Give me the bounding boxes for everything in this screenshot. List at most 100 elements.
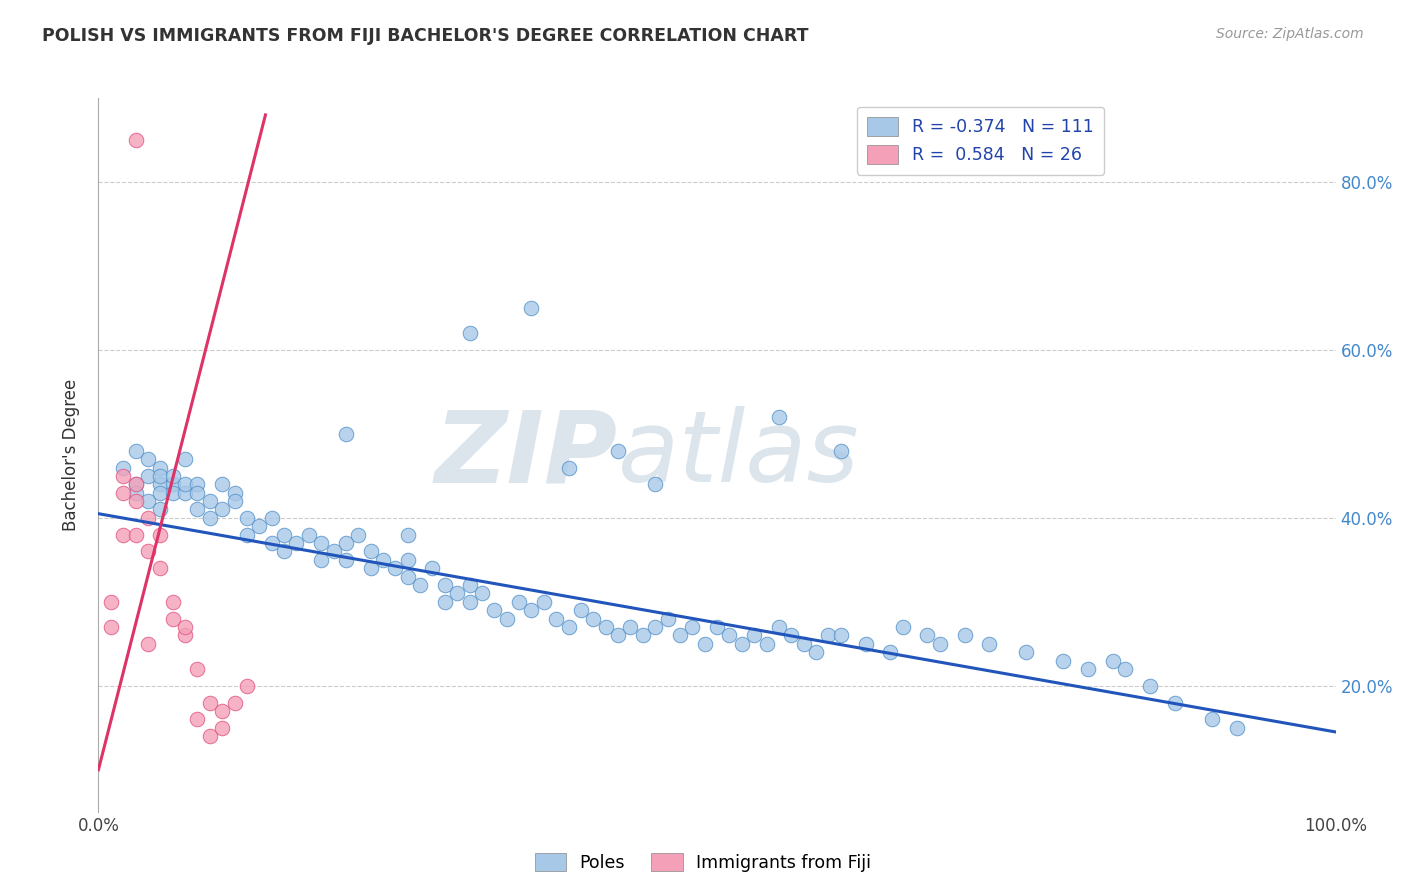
Point	[260, 511, 283, 525]
Point	[891, 158, 914, 172]
Text: atlas: atlas	[619, 407, 859, 503]
Point	[186, 477, 208, 491]
Point	[409, 578, 432, 592]
Point	[458, 578, 481, 592]
Point	[1139, 679, 1161, 693]
Legend: Poles, Immigrants from Fiji: Poles, Immigrants from Fiji	[527, 847, 879, 879]
Point	[149, 485, 172, 500]
Point	[186, 502, 208, 516]
Point	[186, 662, 208, 676]
Point	[136, 494, 159, 508]
Point	[162, 485, 184, 500]
Point	[124, 133, 146, 147]
Point	[433, 595, 456, 609]
Point	[335, 426, 357, 441]
Point	[891, 620, 914, 634]
Point	[285, 536, 308, 550]
Point	[273, 527, 295, 541]
Point	[879, 645, 901, 659]
Point	[917, 628, 939, 642]
Point	[657, 612, 679, 626]
Point	[174, 485, 197, 500]
Point	[780, 628, 803, 642]
Point	[433, 578, 456, 592]
Point	[495, 612, 517, 626]
Legend: R = -0.374   N = 111, R =  0.584   N = 26: R = -0.374 N = 111, R = 0.584 N = 26	[856, 107, 1104, 175]
Point	[631, 628, 654, 642]
Point	[830, 628, 852, 642]
Point	[422, 561, 444, 575]
Point	[347, 527, 370, 541]
Point	[247, 519, 270, 533]
Point	[149, 477, 172, 491]
Point	[557, 620, 579, 634]
Point	[198, 511, 221, 525]
Point	[335, 536, 357, 550]
Point	[186, 712, 208, 726]
Point	[706, 620, 728, 634]
Point	[396, 527, 419, 541]
Point	[928, 637, 950, 651]
Point	[124, 477, 146, 491]
Point	[484, 603, 506, 617]
Point	[607, 628, 630, 642]
Point	[124, 443, 146, 458]
Point	[681, 620, 703, 634]
Point	[830, 443, 852, 458]
Point	[236, 527, 259, 541]
Point	[149, 460, 172, 475]
Point	[124, 494, 146, 508]
Point	[731, 637, 754, 651]
Point	[458, 595, 481, 609]
Point	[718, 628, 741, 642]
Point	[804, 645, 827, 659]
Point	[979, 637, 1001, 651]
Point	[569, 603, 592, 617]
Y-axis label: Bachelor's Degree: Bachelor's Degree	[62, 379, 80, 531]
Point	[112, 469, 135, 483]
Point	[619, 620, 641, 634]
Point	[755, 637, 778, 651]
Point	[124, 527, 146, 541]
Point	[198, 696, 221, 710]
Point	[693, 637, 716, 651]
Point	[224, 485, 246, 500]
Point	[520, 603, 543, 617]
Point	[396, 553, 419, 567]
Point	[1226, 721, 1249, 735]
Point	[198, 729, 221, 743]
Point	[371, 553, 394, 567]
Point	[546, 612, 568, 626]
Point	[136, 469, 159, 483]
Point	[309, 536, 332, 550]
Point	[124, 477, 146, 491]
Point	[595, 620, 617, 634]
Point	[1102, 654, 1125, 668]
Point	[174, 477, 197, 491]
Point	[384, 561, 406, 575]
Point	[360, 544, 382, 558]
Point	[557, 460, 579, 475]
Point	[396, 569, 419, 583]
Point	[742, 628, 765, 642]
Point	[458, 326, 481, 341]
Point	[817, 628, 839, 642]
Point	[224, 696, 246, 710]
Point	[100, 595, 122, 609]
Point	[471, 586, 494, 600]
Point	[236, 511, 259, 525]
Point	[768, 410, 790, 425]
Point	[520, 301, 543, 315]
Point	[162, 477, 184, 491]
Point	[236, 679, 259, 693]
Point	[186, 485, 208, 500]
Point	[1015, 645, 1038, 659]
Point	[136, 637, 159, 651]
Point	[260, 536, 283, 550]
Point	[508, 595, 530, 609]
Point	[162, 469, 184, 483]
Point	[211, 721, 233, 735]
Point	[136, 544, 159, 558]
Point	[335, 553, 357, 567]
Point	[1077, 662, 1099, 676]
